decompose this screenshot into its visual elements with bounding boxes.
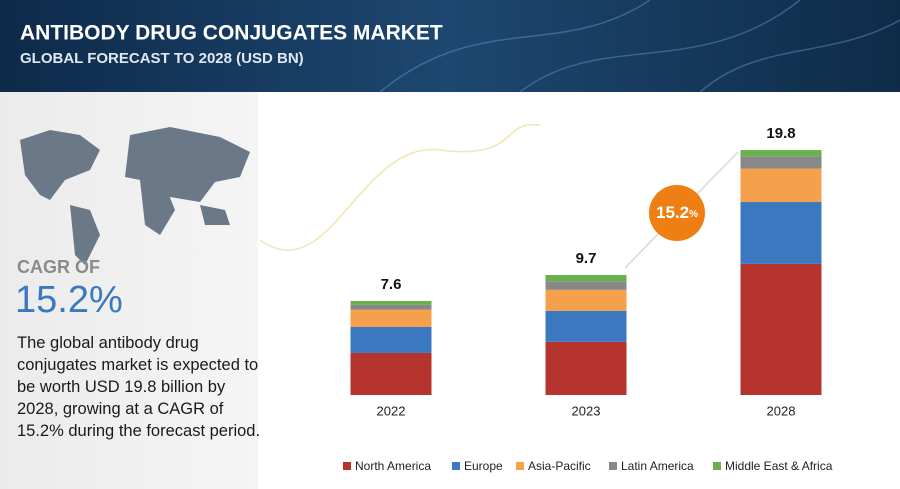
legend-label: Europe xyxy=(464,459,503,473)
legend-label: Middle East & Africa xyxy=(725,459,833,473)
bar-segment xyxy=(350,352,432,395)
legend-swatch xyxy=(452,462,460,470)
legend-swatch xyxy=(609,462,617,470)
bar-segment xyxy=(545,310,627,342)
total-label: 19.8 xyxy=(766,125,795,142)
total-label: 7.6 xyxy=(381,276,402,293)
badge-unit: % xyxy=(689,209,698,220)
bar-segment xyxy=(545,281,627,290)
bar-segment xyxy=(350,300,432,305)
bar-segment xyxy=(350,326,432,353)
total-label: 9.7 xyxy=(576,250,597,267)
x-tick-label: 2028 xyxy=(767,403,796,418)
cagr-value: 15.2% xyxy=(15,279,123,321)
subtitle: GLOBAL FORECAST TO 2028 (USD BN) xyxy=(20,50,304,67)
cagr-badge-text: 15.2% xyxy=(656,203,698,222)
badge-number: 15.2 xyxy=(656,203,689,222)
cagr-badge xyxy=(649,185,705,241)
x-tick-label: 2022 xyxy=(377,403,406,418)
decoration xyxy=(259,123,541,251)
legend-label: North America xyxy=(355,459,431,473)
x-tick-label: 2023 xyxy=(572,403,601,418)
bar-segment xyxy=(740,156,822,169)
header-decoration xyxy=(379,0,900,93)
bar-segment xyxy=(740,150,822,157)
bar-segment xyxy=(545,289,627,311)
world-map xyxy=(20,127,250,265)
bar-segment xyxy=(740,263,822,395)
bar-segment xyxy=(545,341,627,395)
description: The global antibody drug conjugates mark… xyxy=(17,334,261,440)
legend-swatch xyxy=(713,462,721,470)
title: ANTIBODY DRUG CONJUGATES MARKET xyxy=(20,22,443,45)
header-band xyxy=(0,0,900,92)
bar-segment xyxy=(545,275,627,282)
plot: 7.6 2022 9.7 2023 19.8 2028 North America Europ… xyxy=(343,125,833,473)
bar-segment xyxy=(740,202,822,264)
cagr-label: CAGR OF xyxy=(17,257,100,277)
legend-label: Asia-Pacific xyxy=(528,459,591,473)
legend-label: Latin America xyxy=(621,459,694,473)
bar-segment xyxy=(350,304,432,310)
bar-segment xyxy=(350,309,432,327)
bar-segment xyxy=(740,168,822,203)
legend-swatch xyxy=(516,462,524,470)
legend-swatch xyxy=(343,462,351,470)
